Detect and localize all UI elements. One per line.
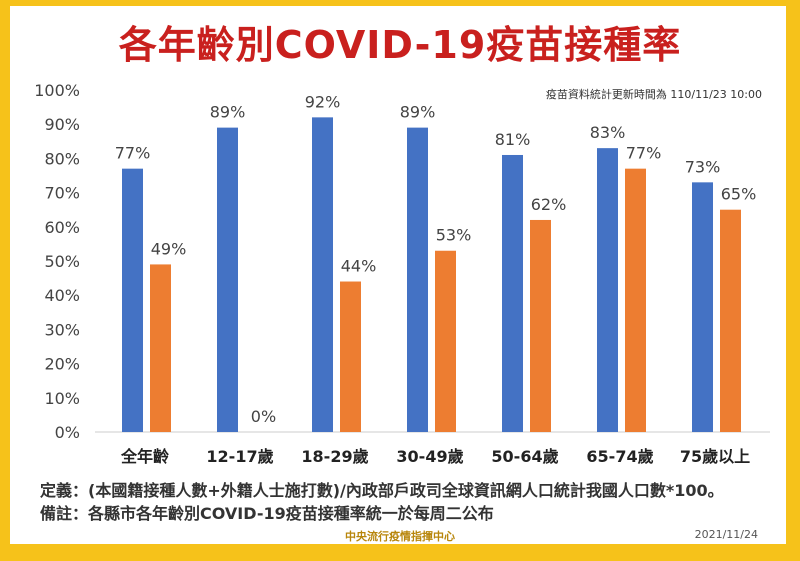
x-tick-label: 50-64歲 (491, 447, 558, 466)
data-label: 83% (590, 123, 626, 142)
bar-dose2 (435, 250, 456, 432)
bar-dose2 (530, 219, 551, 432)
bar-dose2 (150, 264, 171, 432)
x-tick-label: 18-29歲 (301, 447, 368, 466)
y-tick-label: 40% (44, 286, 80, 305)
footer-org: 中央流行疫情指揮中心 (345, 530, 455, 543)
data-label: 89% (210, 103, 246, 122)
y-tick-label: 50% (44, 252, 80, 271)
y-tick-label: 60% (44, 218, 80, 237)
bar-dose1 (122, 168, 143, 432)
data-label: 89% (400, 103, 436, 122)
data-label: 65% (721, 185, 757, 204)
y-tick-label: 10% (44, 389, 80, 408)
y-tick-label: 70% (44, 184, 80, 203)
data-label: 53% (436, 226, 472, 245)
bar-dose2 (625, 168, 646, 432)
x-tick-label: 30-49歲 (396, 447, 463, 466)
y-tick-label: 80% (44, 149, 80, 168)
data-label: 81% (495, 130, 531, 149)
data-label: 49% (151, 239, 187, 258)
y-tick-label: 20% (44, 355, 80, 374)
y-tick-label: 30% (44, 320, 80, 339)
data-label: 77% (115, 144, 151, 163)
bar-dose1 (597, 148, 618, 432)
bar-dose2 (720, 209, 741, 432)
data-label: 73% (685, 157, 721, 176)
data-label: 44% (341, 257, 377, 276)
footer-date: 2021/11/24 (694, 528, 758, 541)
data-label: 77% (626, 144, 662, 163)
definition-note: 定義：(本國籍接種人數+外籍人士施打數)/內政部戶政司全球資訊網人口統計我國人口… (40, 481, 724, 500)
bar-dose1 (407, 127, 428, 433)
x-tick-label: 12-17歲 (206, 447, 273, 466)
y-tick-label: 100% (34, 81, 80, 100)
remark-note: 備註：各縣市各年齡別COVID-19疫苗接種率統一於每周二公布 (40, 504, 494, 523)
x-tick-label: 75歲以上 (680, 447, 750, 466)
bar-dose1 (312, 117, 333, 433)
chart-title: 各年齡別COVID-19疫苗接種率 (118, 23, 682, 67)
bar-dose1 (502, 154, 523, 433)
data-label: 62% (531, 195, 567, 214)
data-label: 92% (305, 92, 341, 111)
update-time-note: 疫苗資料統計更新時間為 110/11/23 10:00 (545, 88, 762, 101)
bar-dose1 (217, 127, 238, 433)
bar-dose2 (340, 281, 361, 432)
y-tick-label: 90% (44, 115, 80, 134)
data-label: 0% (251, 407, 276, 426)
x-tick-label: 全年齡 (120, 447, 169, 466)
y-tick-label: 0% (55, 423, 80, 442)
bar-dose1 (692, 182, 713, 432)
x-tick-label: 65-74歲 (586, 447, 653, 466)
